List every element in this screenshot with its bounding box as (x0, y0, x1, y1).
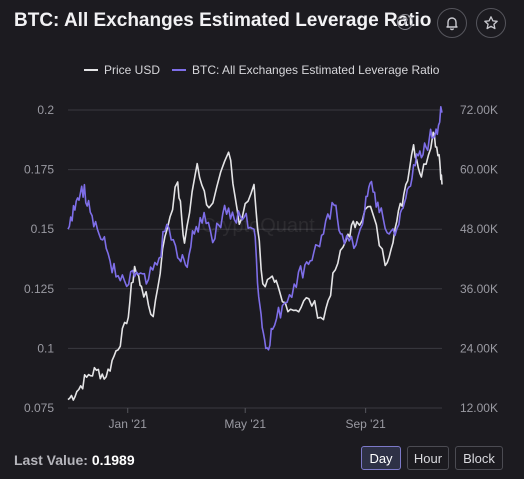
axis-ticks: 0.075 0.1 0.125 0.15 0.175 0.2 12.00K 24.00K 36.… (24, 103, 498, 431)
x-tick-label: Jan '21 (109, 417, 148, 431)
right-tick-label: 60.00K (460, 163, 498, 177)
legend-label[interactable]: Price USD (104, 63, 160, 77)
right-tick-label: 48.00K (460, 222, 498, 236)
left-tick-label: 0.1 (37, 341, 54, 355)
star-icon[interactable] (476, 8, 506, 38)
range-day-button[interactable]: Day (361, 446, 401, 470)
left-tick-label: 0.125 (24, 282, 54, 296)
legend[interactable]: Price USD BTC: All Exchanges Estimated Le… (84, 63, 440, 77)
left-tick-label: 0.175 (24, 163, 54, 177)
range-hour-button[interactable]: Hour (407, 446, 449, 470)
bell-icon[interactable] (437, 8, 467, 38)
right-tick-label: 72.00K (460, 103, 498, 117)
last-value-readout: Last Value: 0.1989 (14, 452, 135, 468)
page-title: BTC: All Exchanges Estimated Leverage Ra… (14, 10, 432, 31)
x-tick-label: May '21 (224, 417, 266, 431)
watermark: CryptoQuant (201, 215, 315, 237)
price-usd-line (67, 131, 443, 401)
leverage-ratio-line (67, 106, 443, 351)
left-tick-label: 0.075 (24, 401, 54, 415)
grid-lines (68, 109, 442, 409)
range-block-button[interactable]: Block (455, 446, 503, 470)
series-lines (67, 106, 443, 401)
last-value: 0.1989 (91, 452, 135, 468)
x-tick-label: Sep '21 (345, 417, 386, 431)
right-tick-label: 36.00K (460, 282, 498, 296)
right-tick-label: 24.00K (460, 341, 498, 355)
last-value-label: Last Value: (14, 452, 88, 468)
question-circle-icon[interactable]: ? (397, 14, 413, 30)
left-tick-label: 0.15 (31, 222, 55, 236)
legend-label[interactable]: BTC: All Exchanges Estimated Leverage Ra… (192, 63, 440, 77)
right-tick-label: 12.00K (460, 401, 498, 415)
left-tick-label: 0.2 (37, 103, 54, 117)
